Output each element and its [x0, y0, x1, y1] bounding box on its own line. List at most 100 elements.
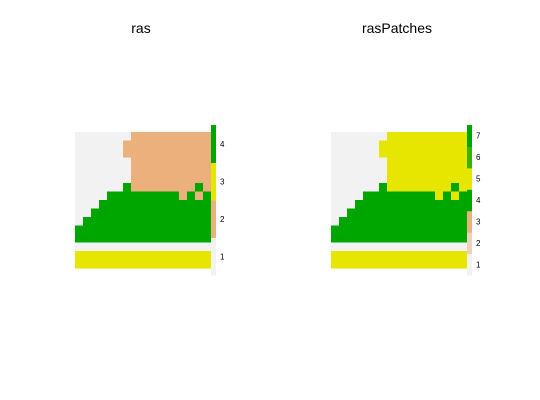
raster-cell — [403, 183, 412, 192]
raster-cell — [115, 234, 124, 243]
raster-cell — [395, 166, 404, 175]
raster-cell — [171, 132, 180, 141]
raster-cell — [403, 132, 412, 141]
raster-cell — [451, 251, 460, 260]
raster-cell — [347, 200, 356, 209]
raster-cell — [403, 174, 412, 184]
raster-cell — [443, 174, 452, 184]
raster-cell — [331, 132, 340, 141]
raster-cell — [91, 234, 100, 243]
raster-cell — [179, 149, 188, 158]
raster-cell — [355, 132, 364, 141]
raster-cell — [147, 234, 156, 243]
raster-cell — [171, 174, 180, 184]
raster-cell — [371, 157, 380, 167]
raster-cell — [355, 157, 364, 167]
raster-cell — [123, 259, 132, 269]
raster-cell — [163, 149, 172, 158]
raster-cell — [99, 251, 108, 260]
legend-color-segment — [467, 232, 472, 255]
raster-cell — [403, 251, 412, 260]
raster-cell — [411, 174, 420, 184]
raster-cell — [147, 251, 156, 260]
raster-cell — [187, 149, 196, 158]
raster-cell — [147, 200, 156, 209]
raster-cell — [139, 140, 148, 150]
raster-cell — [403, 242, 412, 252]
raster-cell — [347, 234, 356, 243]
raster-cell — [355, 251, 364, 260]
raster-cell — [123, 200, 132, 209]
raster-cell — [331, 217, 340, 226]
raster-cell — [371, 174, 380, 184]
raster-cell — [443, 225, 452, 235]
raster-cell — [131, 149, 140, 158]
legend-color-bar — [467, 125, 472, 276]
raster-cell — [83, 183, 92, 192]
raster-cell — [443, 208, 452, 218]
raster-cell — [83, 149, 92, 158]
raster-cell — [331, 174, 340, 184]
raster-cell — [379, 174, 388, 184]
raster-cell — [395, 191, 404, 201]
raster-cell — [179, 157, 188, 167]
raster-cell — [99, 217, 108, 226]
raster-cell — [371, 217, 380, 226]
raster-cell — [155, 191, 164, 201]
raster-cell — [379, 208, 388, 218]
raster-cell — [435, 191, 444, 201]
raster-cell — [419, 132, 428, 141]
raster-cell — [371, 251, 380, 260]
raster-cell — [427, 242, 436, 252]
raster-cell — [83, 242, 92, 252]
raster-cell — [459, 242, 468, 252]
raster-cell — [139, 157, 148, 167]
raster-cell — [331, 200, 340, 209]
raster-cell — [155, 132, 164, 141]
raster-cell — [155, 225, 164, 235]
raster-cell — [403, 157, 412, 167]
panel-title: ras — [131, 20, 150, 36]
raster-cell — [371, 183, 380, 192]
raster-cell — [91, 157, 100, 167]
raster-cell — [395, 132, 404, 141]
raster-cell — [107, 191, 116, 201]
legend-tick-label: 6 — [476, 153, 481, 162]
raster-cell — [371, 234, 380, 243]
raster-cell — [99, 166, 108, 175]
raster-cell — [75, 217, 84, 226]
raster-cell — [419, 140, 428, 150]
raster-cell — [83, 225, 92, 235]
raster-cell — [139, 208, 148, 218]
raster-cell — [411, 183, 420, 192]
raster-cell — [195, 208, 204, 218]
raster-cell — [403, 225, 412, 235]
raster-cell — [155, 259, 164, 269]
raster-cell — [91, 251, 100, 260]
raster-cell — [139, 217, 148, 226]
raster-cell — [171, 191, 180, 201]
raster-cell — [187, 183, 196, 192]
raster-cell — [155, 174, 164, 184]
raster-cell — [443, 242, 452, 252]
raster-cell — [195, 166, 204, 175]
raster-cell — [163, 166, 172, 175]
raster-cell — [163, 132, 172, 141]
raster-cell — [451, 149, 460, 158]
raster-cell — [451, 132, 460, 141]
raster-cell — [451, 157, 460, 167]
raster-cell — [379, 191, 388, 201]
raster-cell — [443, 166, 452, 175]
raster-cell — [75, 132, 84, 141]
raster-cell — [115, 242, 124, 252]
raster-cell — [339, 259, 348, 269]
raster-cell — [435, 217, 444, 226]
raster-cell — [91, 208, 100, 218]
raster-cell — [363, 166, 372, 175]
raster-cell — [419, 157, 428, 167]
raster-cell — [331, 140, 340, 150]
raster-cell — [347, 217, 356, 226]
raster-cell — [339, 242, 348, 252]
raster-cell — [371, 208, 380, 218]
raster-cell — [459, 217, 468, 226]
